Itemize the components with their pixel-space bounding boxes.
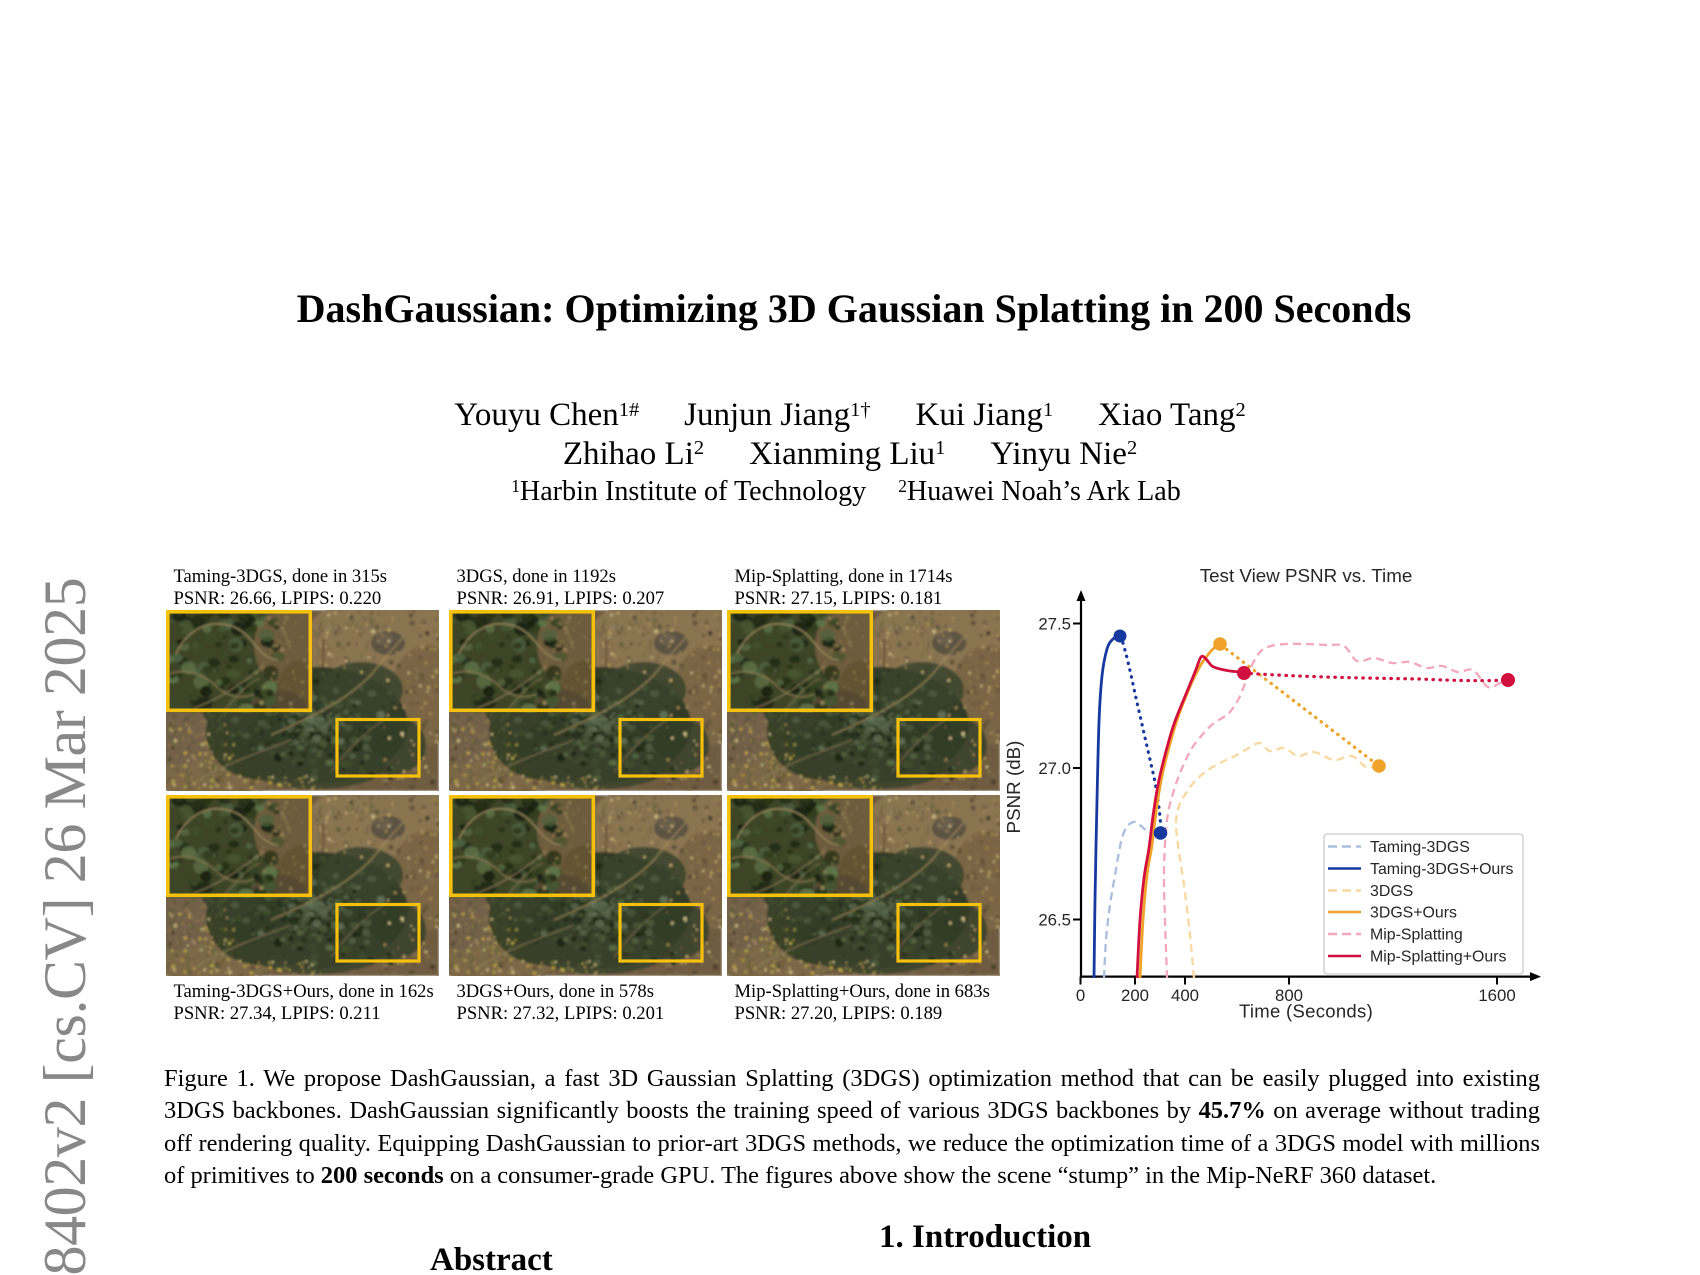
svg-text:Taming-3DGS: Taming-3DGS (1370, 839, 1470, 856)
svg-text:27.5: 27.5 (1038, 615, 1071, 634)
svg-text:Mip-Splatting: Mip-Splatting (1370, 927, 1463, 944)
svg-text:PSNR (dB): PSNR (dB) (1003, 741, 1024, 834)
svg-text:200: 200 (1121, 986, 1149, 1005)
svg-text:3DGS+Ours: 3DGS+Ours (1370, 905, 1457, 922)
svg-text:27.0: 27.0 (1038, 759, 1071, 778)
svg-text:Time (Seconds): Time (Seconds) (1239, 1001, 1373, 1022)
svg-text:800: 800 (1275, 986, 1303, 1005)
svg-text:1600: 1600 (1478, 986, 1515, 1005)
svg-text:3DGS: 3DGS (1370, 883, 1413, 900)
svg-text:Test View PSNR vs. Time: Test View PSNR vs. Time (1200, 565, 1413, 586)
svg-text:Taming-3DGS+Ours: Taming-3DGS+Ours (1370, 861, 1514, 878)
svg-text:0: 0 (1076, 986, 1085, 1005)
svg-text:Mip-Splatting+Ours: Mip-Splatting+Ours (1370, 949, 1507, 966)
svg-text:26.5: 26.5 (1038, 911, 1071, 930)
svg-text:400: 400 (1171, 986, 1199, 1005)
